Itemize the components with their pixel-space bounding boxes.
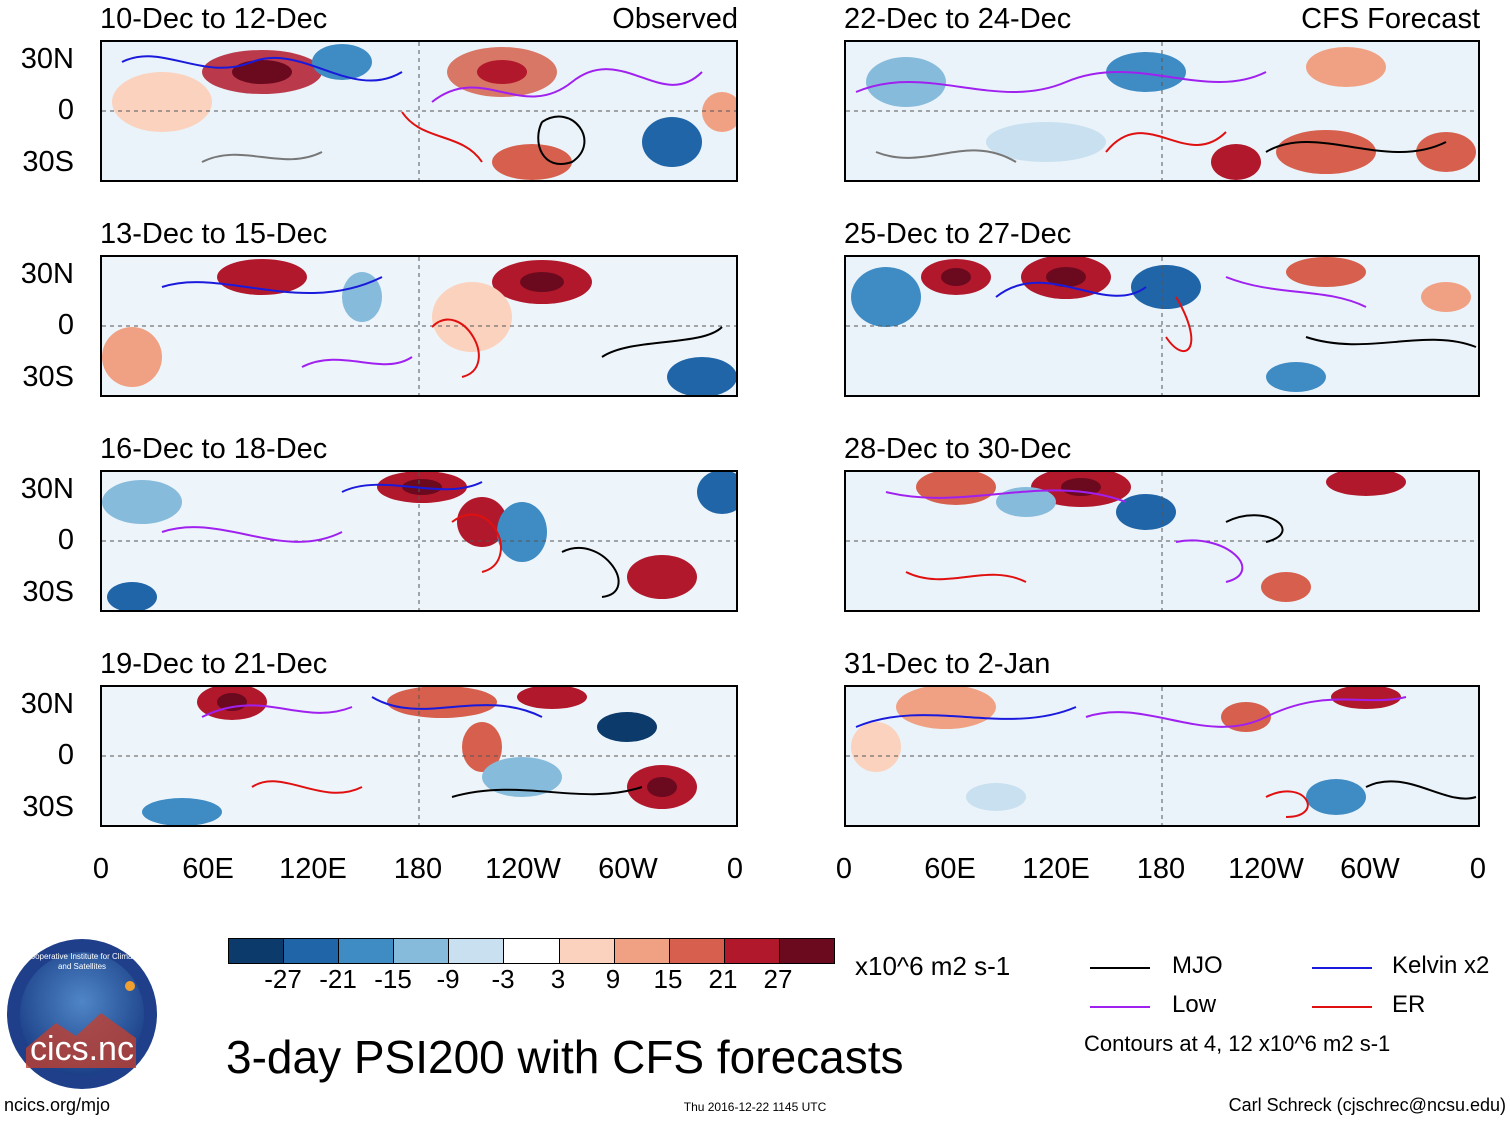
lat-label-30s: 30S: [22, 361, 74, 393]
lat-label-eq: 0: [57, 94, 74, 126]
logo-wordmark: cics.nc: [30, 1030, 134, 1068]
lat-label-30n: 30N: [20, 258, 74, 290]
map-field: [102, 257, 736, 395]
lat-label-30s: 30S: [22, 791, 74, 823]
panel-1-tag: Observed: [612, 3, 738, 35]
map-field: [102, 687, 736, 825]
lat-label-eq: 0: [57, 739, 74, 771]
colorbar-tick: 15: [653, 964, 683, 994]
footer-url[interactable]: ncics.org/mjo: [4, 1095, 111, 1115]
colorbar-swatch: [284, 939, 340, 963]
lon-label: 0: [726, 853, 744, 885]
map-field: [102, 472, 736, 610]
colorbar-swatch: [449, 939, 505, 963]
footer-author: Carl Schreck (cjschrec@ncsu.edu): [1228, 1095, 1506, 1115]
map-panel-5: [100, 470, 738, 612]
panel-1-title: 10-Dec to 12-Dec: [100, 3, 328, 35]
map-panel-7: [100, 685, 738, 827]
colorbar-units: x10^6 m2 s-1: [855, 951, 1011, 981]
colorbar-swatch: [504, 939, 560, 963]
lon-label: 60E: [924, 853, 976, 885]
map-panel-8: [844, 685, 1480, 827]
colorbar-tick: 3: [550, 964, 566, 994]
lat-label-30s: 30S: [22, 576, 74, 608]
lon-label: 120E: [279, 853, 347, 885]
contours-note: Contours at 4, 12 x10^6 m2 s-1: [1084, 1031, 1391, 1056]
map-field: [846, 472, 1478, 610]
legend-er-label: ER: [1392, 991, 1426, 1018]
lat-label-eq: 0: [57, 524, 74, 556]
map-field: [846, 42, 1478, 180]
lat-label-30n: 30N: [20, 43, 74, 75]
lon-label: 60W: [1340, 853, 1400, 885]
colorbar-tick: -3: [491, 964, 515, 994]
map-field: [846, 687, 1478, 825]
colorbar-tick: -9: [436, 964, 460, 994]
lat-label-30n: 30N: [20, 688, 74, 720]
logo-ring-text: Cooperative Institute for Climate and Sa…: [24, 952, 140, 971]
lon-label: 120W: [1228, 853, 1304, 885]
footer-timestamp: Thu 2016-12-22 1145 UTC: [683, 1100, 827, 1114]
panel-4-title: 25-Dec to 27-Dec: [844, 218, 1072, 250]
map-panel-6: [844, 470, 1480, 612]
lon-label: 60E: [182, 853, 234, 885]
colorbar-swatch: [394, 939, 450, 963]
legend-low-line: [1090, 1006, 1150, 1008]
map-panel-2: [844, 40, 1480, 182]
colorbar-swatch: [669, 939, 725, 963]
lon-label: 120W: [485, 853, 561, 885]
lon-label: 180: [393, 853, 443, 885]
colorbar-swatch: [339, 939, 395, 963]
map-field: [846, 257, 1478, 395]
lon-label: 60W: [598, 853, 658, 885]
panel-2-tag: CFS Forecast: [1301, 3, 1480, 35]
lat-label-30n: 30N: [20, 473, 74, 505]
panel-6-title: 28-Dec to 30-Dec: [844, 433, 1072, 465]
map-panel-1: [100, 40, 738, 182]
colorbar-tick: -27: [264, 964, 302, 994]
legend-kelvin-label: Kelvin x2: [1392, 952, 1490, 979]
colorbar-tick: 27: [763, 964, 793, 994]
lon-label: 180: [1136, 853, 1186, 885]
map-field: [102, 42, 736, 180]
lon-label: 0: [835, 853, 853, 885]
map-panel-4: [844, 255, 1480, 397]
colorbar-swatch: [779, 939, 835, 963]
cics-logo: Cooperative Institute for Climate and Sa…: [6, 938, 158, 1090]
colorbar-tick: -21: [319, 964, 357, 994]
panel-8-title: 31-Dec to 2-Jan: [844, 648, 1051, 680]
map-panel-3: [100, 255, 738, 397]
colorbar-swatch: [559, 939, 615, 963]
panel-7-title: 19-Dec to 21-Dec: [100, 648, 328, 680]
panel-3-title: 13-Dec to 15-Dec: [100, 218, 328, 250]
colorbar: [228, 938, 835, 964]
lat-label-30s: 30S: [22, 146, 74, 178]
panel-2-title: 22-Dec to 24-Dec: [844, 3, 1072, 35]
legend-er-line: [1312, 1006, 1372, 1008]
cics-logo-graphic: [7, 939, 157, 1089]
lon-label: 0: [92, 853, 110, 885]
main-title: 3-day PSI200 with CFS forecasts: [226, 1031, 904, 1083]
colorbar-swatch: [229, 939, 285, 963]
legend-mjo-label: MJO: [1172, 952, 1223, 979]
legend-low-label: Low: [1172, 991, 1217, 1018]
colorbar-swatch: [614, 939, 670, 963]
colorbar-tick: 21: [708, 964, 738, 994]
colorbar-tick: 9: [605, 964, 621, 994]
legend-kelvin-line: [1312, 967, 1372, 969]
colorbar-swatch: [724, 939, 780, 963]
colorbar-tick: -15: [374, 964, 412, 994]
lon-label: 0: [1469, 853, 1487, 885]
legend-mjo-line: [1090, 967, 1150, 969]
lon-label: 120E: [1022, 853, 1090, 885]
lat-label-eq: 0: [57, 309, 74, 341]
panel-5-title: 16-Dec to 18-Dec: [100, 433, 328, 465]
